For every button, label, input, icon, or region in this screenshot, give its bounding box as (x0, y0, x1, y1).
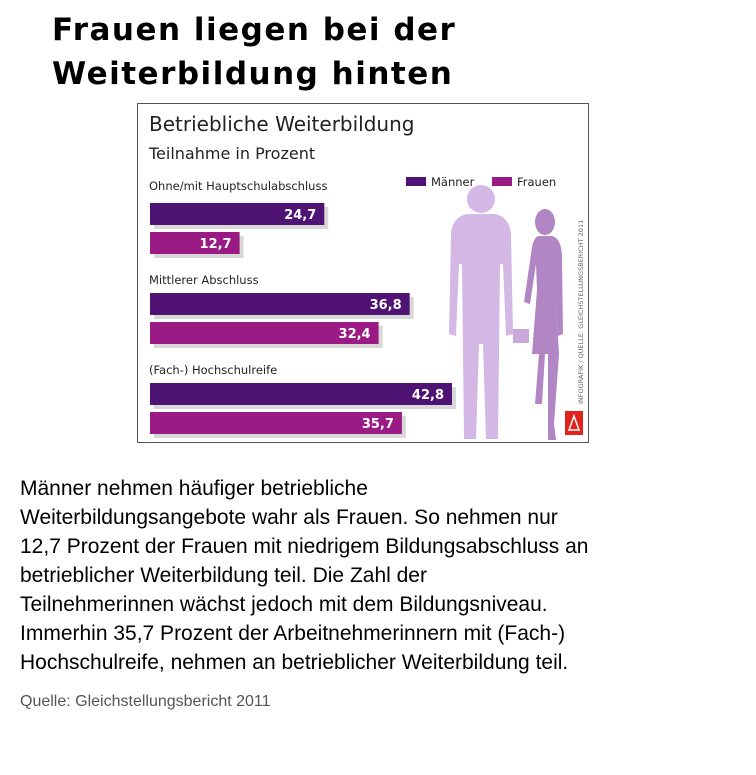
bar-value-label: 42,8 (412, 388, 444, 403)
headline-line-1: Frauen liegen bei der (52, 12, 457, 48)
bar (150, 203, 325, 225)
bar (150, 293, 410, 315)
bar-value-label: 36,8 (370, 298, 402, 313)
body-line: Immerhin 35,7 Prozent der Arbeitnehmerin… (20, 622, 566, 645)
bar (150, 232, 240, 254)
body-line: Männer nehmen häufiger betriebliche (20, 477, 368, 500)
logo-mark (567, 413, 581, 431)
legend-swatch-maenner (406, 177, 426, 186)
bar (150, 322, 379, 344)
body-line: Teilnehmerinnen wächst jedoch mit dem Bi… (20, 593, 548, 616)
chart-title: Betriebliche Weiterbildung (149, 112, 414, 136)
category-label: Mittlerer Abschluss (149, 273, 259, 287)
bar (150, 383, 452, 405)
chart-svg: Betriebliche Weiterbildung Teilnahme in P… (148, 112, 585, 440)
category-label: (Fach-) Hochschulreife (149, 363, 277, 377)
article-body: Männer nehmen häufiger betriebliche Weit… (20, 474, 740, 677)
body-line: Hochschulreife, nehmen an betrieblicher … (20, 651, 569, 674)
bar-value-label: 32,4 (339, 327, 371, 342)
legend-label-frauen: Frauen (517, 175, 556, 189)
bar-value-label: 35,7 (362, 417, 394, 432)
chart-infographic: Betriebliche Weiterbildung Teilnahme in P… (137, 103, 589, 443)
category-label: Ohne/mit Hauptschulabschluss (149, 179, 327, 193)
legend-label-maenner: Männer (431, 175, 475, 189)
headline-line-2: Weiterbildung hinten (52, 56, 454, 92)
silhouette-woman (513, 209, 563, 440)
body-line: 12,7 Prozent der Frauen mit niedrigem Bi… (20, 535, 589, 558)
bar-value-label: 24,7 (284, 208, 316, 223)
source-note: Quelle: Gleichstellungsbericht 2011 (20, 693, 271, 710)
page-headline: Frauen liegen bei der Weiterbildung hint… (52, 8, 456, 96)
bar (150, 412, 402, 434)
legend-swatch-frauen (492, 177, 512, 186)
silhouette-man (449, 185, 513, 439)
body-line: Weiterbildungsangebote wahr als Frauen. … (20, 506, 558, 529)
bar-value-label: 12,7 (200, 237, 232, 252)
chart-subtitle: Teilnahme in Prozent (148, 144, 315, 163)
handbag-shape (513, 329, 529, 343)
chart-credit: INFOGRAFIK / QUELLE: GLEICHSTELLUNGSBERI… (577, 220, 585, 404)
body-line: betrieblicher Weiterbildung teil. Die Za… (20, 564, 427, 587)
